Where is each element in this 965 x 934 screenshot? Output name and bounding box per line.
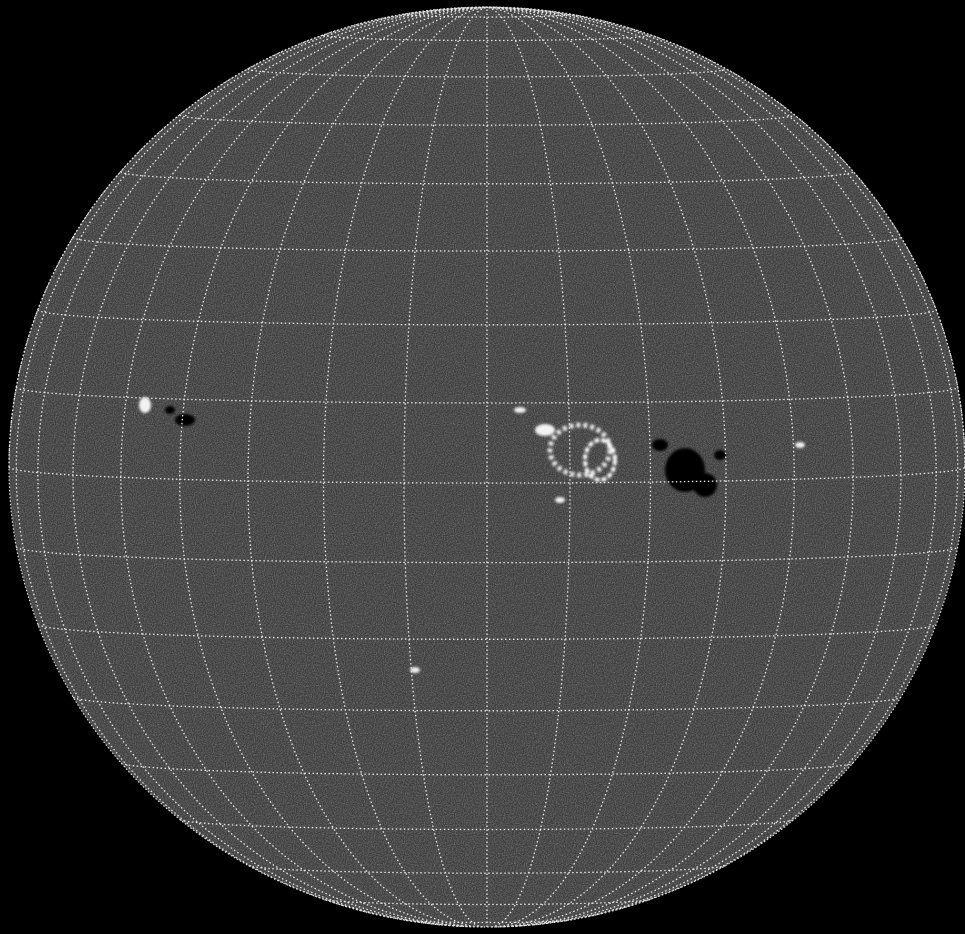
active-regions	[139, 397, 805, 673]
grid-line	[405, 919, 569, 924]
grid-line	[403, 6, 488, 928]
positive-polarity	[139, 397, 805, 673]
grid-line	[37, 624, 937, 640]
grid-line	[37, 6, 488, 926]
grid-line	[15, 546, 959, 564]
grid-line	[486, 6, 959, 918]
grid-line	[179, 114, 795, 126]
heliographic-grid	[8, 6, 965, 928]
grid-line	[247, 68, 727, 78]
grid-line	[486, 6, 937, 926]
grid-line	[120, 171, 854, 185]
grid-line	[37, 309, 937, 326]
grid-line	[486, 6, 727, 928]
grid-line	[486, 6, 965, 468]
grid-line	[15, 387, 959, 404]
grid-line	[486, 6, 571, 928]
grid-line	[179, 6, 488, 928]
grid-line	[8, 466, 965, 484]
grid-line	[486, 6, 902, 927]
grid-line	[72, 236, 902, 252]
grid-line	[72, 696, 902, 712]
grid-line	[486, 6, 795, 928]
grid-line	[72, 6, 488, 927]
negative-polarity	[165, 406, 726, 497]
limb	[8, 6, 965, 928]
grid-line	[247, 6, 488, 928]
